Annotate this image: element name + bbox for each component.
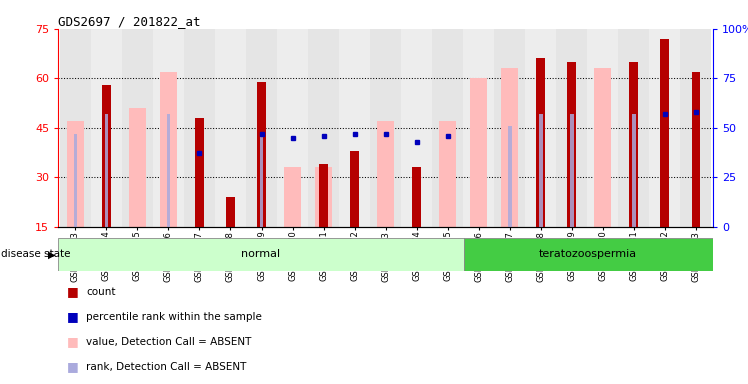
Bar — [587, 29, 619, 227]
Bar — [432, 29, 463, 227]
Text: GDS2697 / 201822_at: GDS2697 / 201822_at — [58, 15, 201, 28]
Bar — [501, 68, 518, 227]
Bar — [525, 29, 557, 227]
Bar — [184, 29, 215, 227]
Text: rank, Detection Call = ABSENT: rank, Detection Call = ABSENT — [86, 362, 246, 372]
Bar — [557, 29, 587, 227]
Bar — [226, 197, 235, 227]
Bar — [632, 114, 636, 227]
Bar — [319, 164, 328, 227]
Bar — [508, 126, 512, 227]
Bar — [470, 78, 487, 227]
Bar — [195, 118, 203, 227]
Text: teratozoospermia: teratozoospermia — [539, 249, 637, 260]
Text: percentile rank within the sample: percentile rank within the sample — [86, 312, 262, 322]
Bar — [105, 114, 108, 227]
Bar — [594, 68, 611, 227]
Bar — [660, 39, 669, 227]
Bar — [308, 29, 339, 227]
Text: ■: ■ — [67, 310, 79, 323]
Text: value, Detection Call = ABSENT: value, Detection Call = ABSENT — [86, 337, 251, 347]
Bar — [649, 29, 680, 227]
Text: ■: ■ — [67, 335, 79, 348]
Bar — [246, 29, 277, 227]
Bar — [315, 167, 332, 227]
Bar — [370, 29, 401, 227]
Bar — [277, 29, 308, 227]
Bar — [153, 29, 184, 227]
Bar — [463, 29, 494, 227]
Bar — [215, 29, 246, 227]
Bar — [58, 238, 464, 271]
Bar — [284, 167, 301, 227]
Bar — [619, 29, 649, 227]
Bar — [401, 29, 432, 227]
Bar — [102, 85, 111, 227]
Bar — [680, 29, 711, 227]
Bar — [160, 72, 177, 227]
Bar — [691, 72, 700, 227]
Bar — [350, 151, 359, 227]
Text: ■: ■ — [67, 285, 79, 298]
Bar — [257, 81, 266, 227]
Bar — [122, 29, 153, 227]
Bar — [539, 114, 542, 227]
Bar — [439, 121, 456, 227]
Bar — [67, 121, 84, 227]
Bar — [73, 134, 77, 227]
Text: disease state: disease state — [1, 249, 71, 260]
Text: ■: ■ — [67, 360, 79, 373]
Bar — [129, 108, 146, 227]
Bar — [570, 114, 574, 227]
Bar — [412, 167, 421, 227]
Bar — [91, 29, 122, 227]
Bar — [536, 58, 545, 227]
Text: count: count — [86, 287, 115, 297]
Bar — [464, 238, 713, 271]
Bar — [630, 62, 638, 227]
Text: normal: normal — [242, 249, 280, 260]
Bar — [60, 29, 91, 227]
Bar — [167, 114, 171, 227]
Bar — [260, 134, 263, 227]
Bar — [339, 29, 370, 227]
Text: ▶: ▶ — [48, 249, 55, 260]
Bar — [377, 121, 394, 227]
Bar — [494, 29, 525, 227]
Bar — [568, 62, 576, 227]
